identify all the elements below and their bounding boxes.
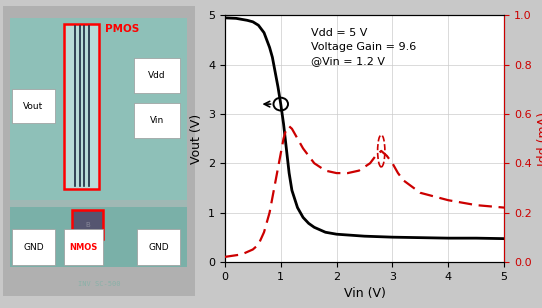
X-axis label: Vin (V): Vin (V) [344,287,385,300]
Text: GND: GND [149,242,169,252]
Bar [64,23,99,188]
Text: Vout: Vout [23,102,43,111]
Bar [133,103,180,138]
Y-axis label: Vout (V): Vout (V) [190,114,203,164]
Bar [10,200,188,207]
Text: Vdd = 5 V
Voltage Gain = 9.6
@Vin = 1.2 V: Vdd = 5 V Voltage Gain = 9.6 @Vin = 1.2 … [312,28,417,66]
Bar [64,229,103,265]
Bar [72,210,103,239]
Bar [10,18,188,267]
Text: NMOS: NMOS [69,242,98,252]
Bar [10,203,188,267]
Text: Vdd: Vdd [148,71,165,80]
Text: PMOS: PMOS [105,24,139,34]
Text: GND: GND [23,242,44,252]
Bar [10,18,188,203]
Bar [138,229,180,265]
Text: Vin: Vin [150,116,164,125]
Y-axis label: Idd (mA): Idd (mA) [537,111,542,166]
Text: B: B [85,222,90,228]
Bar [12,229,55,265]
Bar [12,89,55,124]
Bar [64,23,99,188]
Text: INV SC-500: INV SC-500 [78,281,120,287]
Bar [133,58,180,93]
Bar [72,210,103,239]
